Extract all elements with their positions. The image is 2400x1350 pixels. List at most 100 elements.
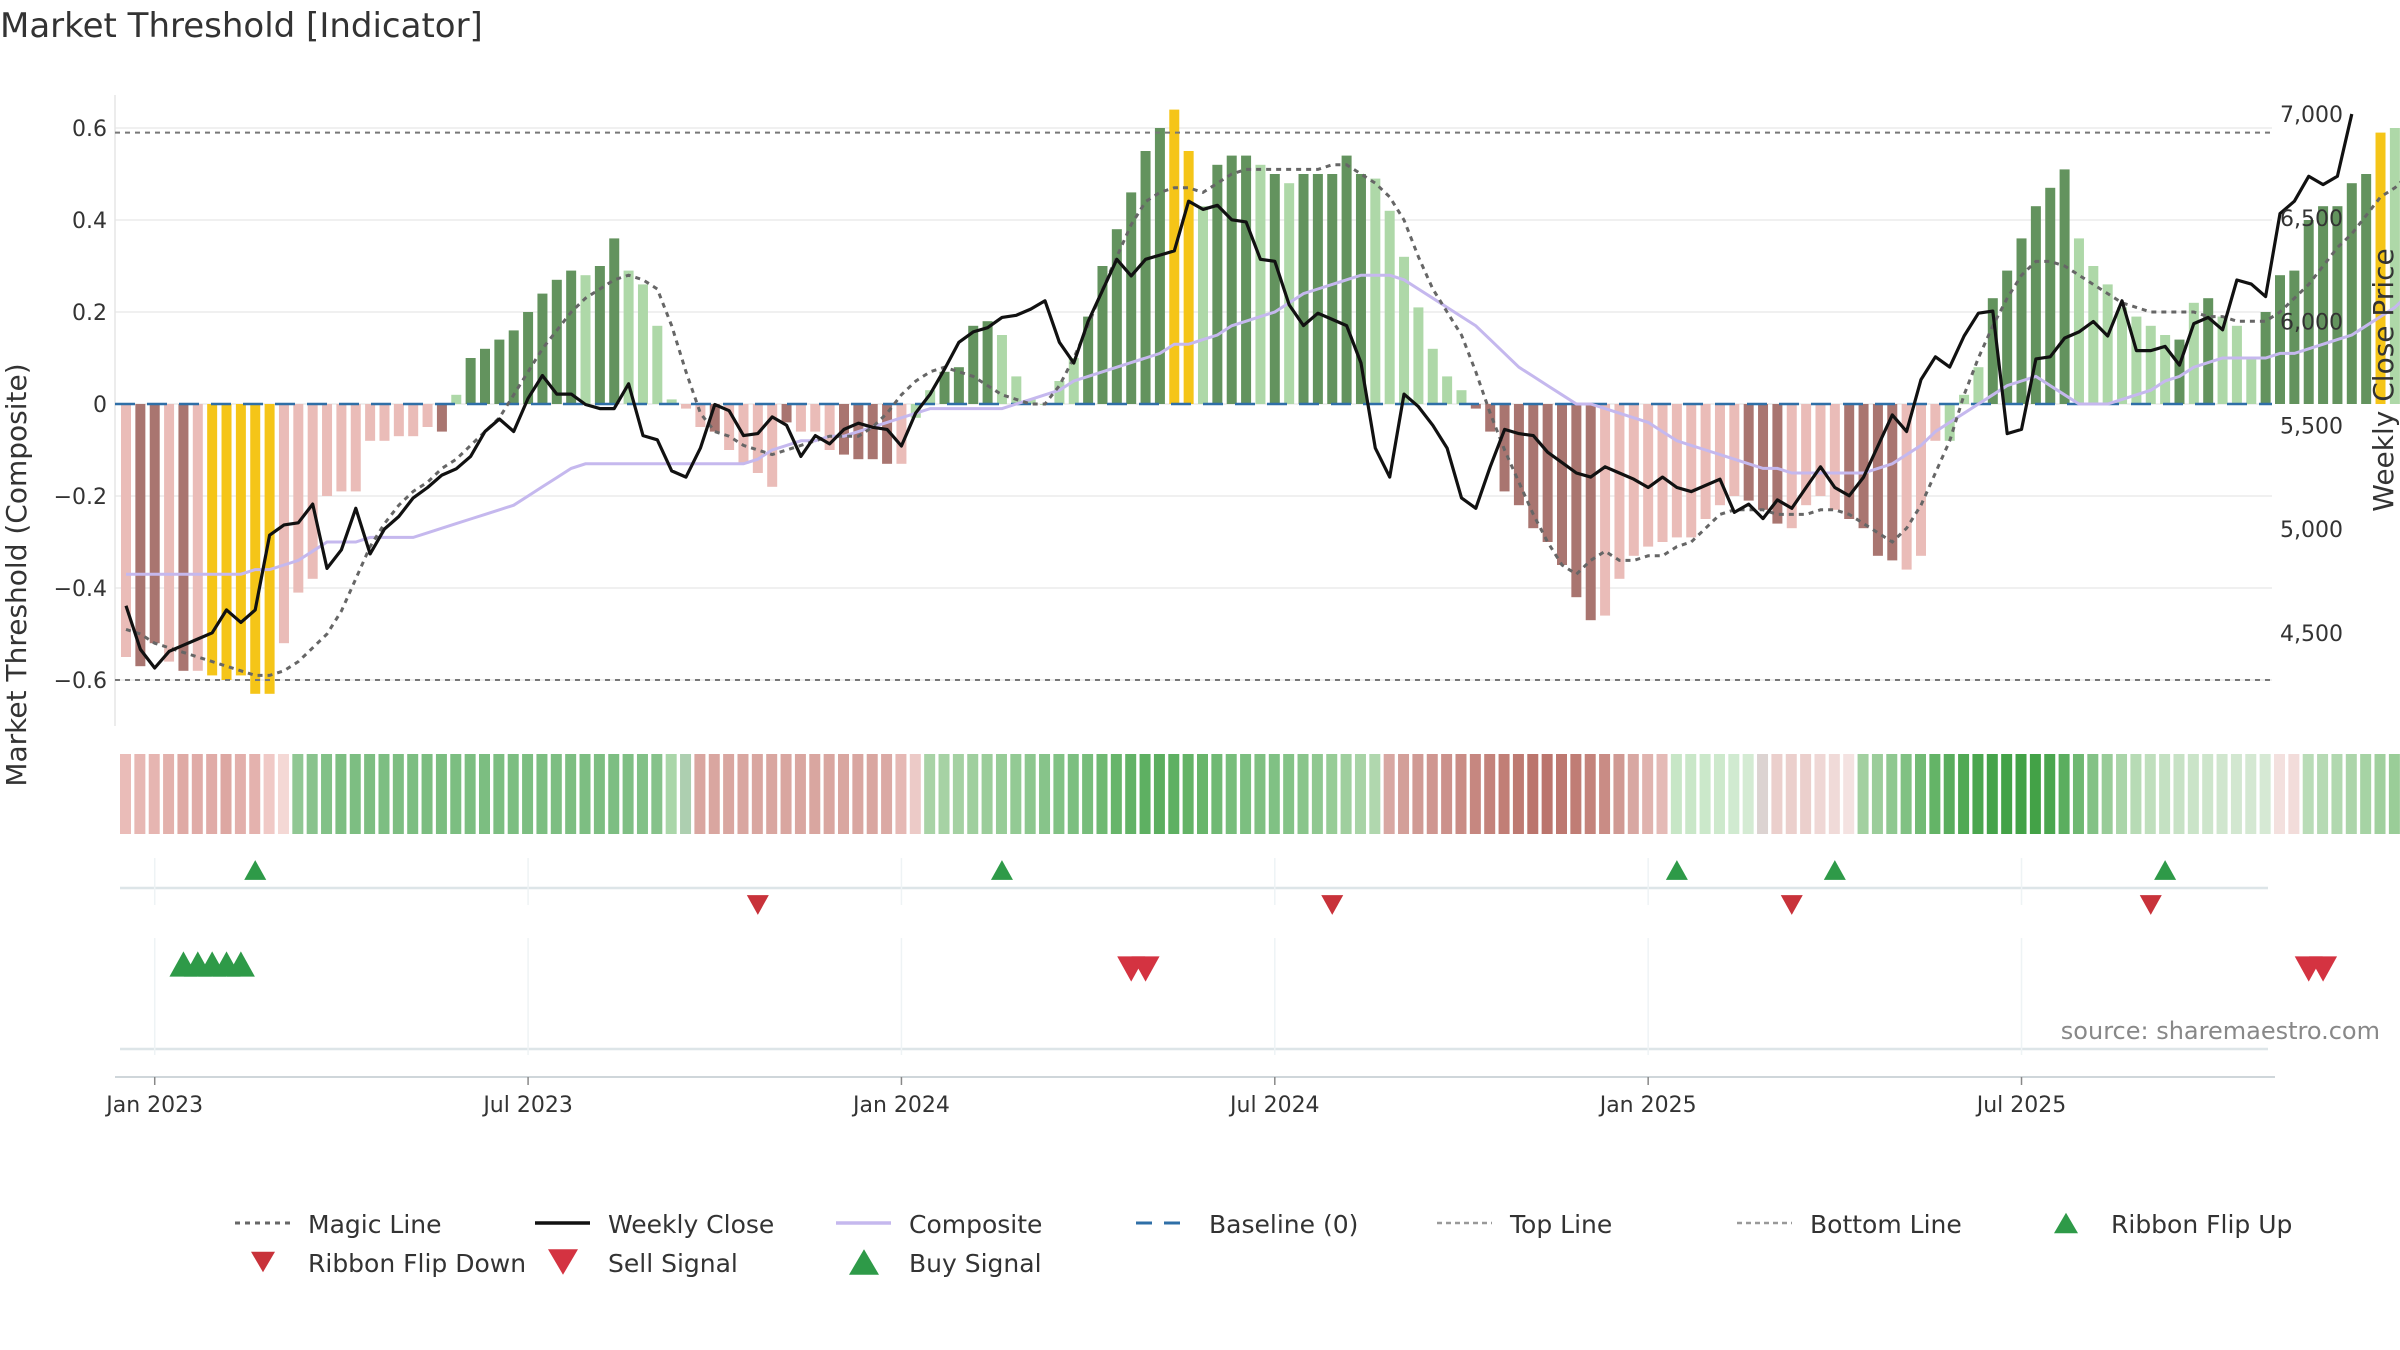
magic-line [125,163,2400,677]
composite-bar [1571,404,1582,598]
ribbon-cell [2044,754,2056,834]
y-tick-label: 0.2 [72,301,107,326]
ribbon-cell [378,754,390,834]
ribbon-cell [263,754,275,834]
ribbon-cell [909,754,921,834]
legend-label: Ribbon Flip Down [308,1249,526,1278]
composite-bar [1083,316,1094,404]
composite-bar [925,390,936,404]
legend-label: Weekly Close [608,1210,774,1239]
ribbon-flip-up-marker [1823,860,1846,880]
composite-bar [1470,404,1481,409]
composite-bar [1154,128,1165,404]
composite-bar [623,270,634,404]
composite-bar [1198,206,1208,404]
ribbon-cell [1713,754,1725,834]
composite-bar [1427,348,1438,404]
x-tick-label: Jan 2024 [851,1093,950,1118]
ribbon-cell [1039,754,1051,834]
composite-bar [1758,404,1769,510]
composite-bar [537,293,548,404]
composite-bar [1901,404,1912,570]
ribbon-cell [1814,754,1826,834]
ribbon-cell [1512,754,1524,834]
ribbon-cell [1685,754,1697,834]
legend-item-composite: Composite [836,1210,1042,1239]
ribbon-cell [234,754,246,834]
ribbon-cell [2274,754,2285,834]
ribbon-cell [1254,754,1266,834]
composite-bar [2231,325,2242,404]
ribbon-cell [1283,754,1295,834]
ribbon-cell [1498,754,1510,834]
ribbon-cell [163,754,175,834]
ribbon-cell [565,754,577,834]
ribbon-cell [435,754,447,834]
composite-bar [1413,307,1424,404]
ribbon-cell [134,754,146,834]
legend-label: Magic Line [308,1210,442,1239]
ribbon-cell [1800,754,1812,834]
composite-bar [178,404,189,671]
composite-bar [2188,302,2199,404]
composite-bar [1643,404,1654,547]
composite-bar [1384,210,1395,404]
ribbon-cell [321,754,333,834]
ribbon-cell [292,754,304,834]
composite-bar [494,339,505,404]
ribbon-cell [1297,754,1309,834]
composite-bar [2375,132,2386,404]
composite-bar [135,404,146,667]
left-y-ticks: −0.6 −0.4 −0.2 0 0.2 0.4 0.6 [54,117,107,694]
composite-bar [2160,335,2171,404]
composite-bar [2203,298,2214,404]
legend-item-buy: Buy Signal [849,1249,1042,1278]
ribbon-cell [206,754,218,834]
reference-lines [115,131,2272,681]
composite-bar [1226,155,1237,404]
x-tick-label: Jul 2023 [481,1093,573,1118]
composite-bar [1829,404,1840,510]
composite-bar [724,404,735,450]
y-tick-label: −0.4 [54,577,107,602]
ribbon-cell [120,754,131,834]
composite-bar [307,404,318,579]
ribbon-cell [1412,754,1424,834]
composite-bar [695,404,706,427]
ribbon-cell [1369,754,1381,834]
ribbon-cell [2101,754,2113,834]
ribbon-cell [1642,754,1654,834]
x-axis: Jan 2023 Jul 2023 Jan 2024 Jul 2024 Jan 2025… [104,1076,2275,1118]
ribbon-cell [2072,754,2084,834]
legend-item-magic: Magic Line [235,1210,442,1239]
y2-tick-label: 4,500 [2280,622,2343,647]
composite-bar [2346,183,2357,404]
ribbon-cell [177,754,189,834]
composite-bar [609,238,620,404]
ribbon-flip-down-marker [1780,895,1803,915]
composite-bar [1169,109,1180,404]
ribbon-cell [1627,754,1639,834]
ribbon-cell [1469,754,1481,834]
ribbon-cell [522,754,534,834]
composite-bar [709,404,720,432]
ribbon-cell [1096,754,1108,834]
chart-lines [124,113,2400,677]
x-tick-label: Jul 2024 [1228,1093,1320,1118]
legend: Magic Line Weekly Close Composite Baseline … [235,1210,2292,1278]
y2-tick-label: 5,000 [2280,518,2343,543]
ribbon-cell [1426,754,1438,834]
composite-bar [250,404,261,694]
ribbon-cell [680,754,692,834]
ribbon-cell [1871,754,1883,834]
ribbon-cell [364,754,376,834]
composite-bars [121,109,2400,694]
y-tick-label: −0.2 [54,485,107,510]
composite-bar [1011,376,1022,404]
ribbon-cell [1139,754,1151,834]
ribbon-cell [220,754,232,834]
ribbon-cell [636,754,648,834]
composite-bar [1126,192,1137,404]
ribbon-cell [392,754,404,834]
